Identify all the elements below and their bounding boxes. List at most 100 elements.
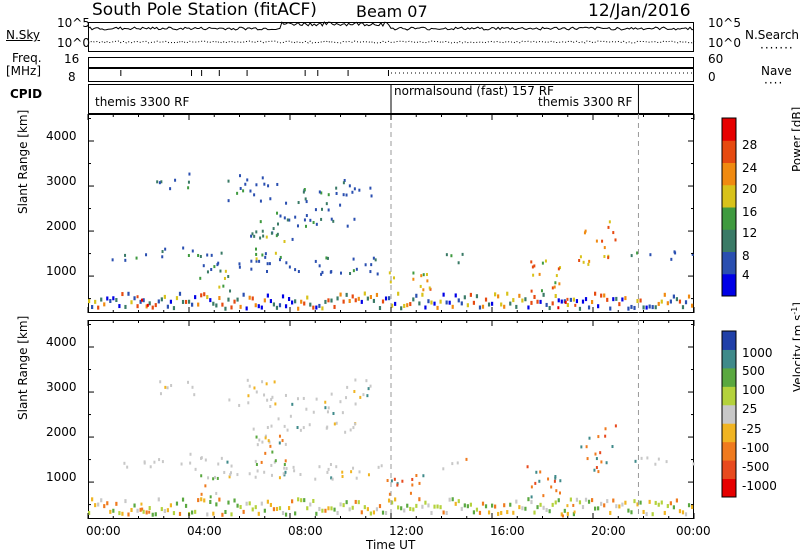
- power-cell: [279, 255, 282, 259]
- velocity-cell: [299, 472, 302, 476]
- velocity-cell: [469, 502, 472, 507]
- velocity-cbtick-500: 500: [742, 364, 765, 378]
- power-cell: [451, 304, 454, 309]
- power-cell: [630, 254, 633, 258]
- power-cell: [312, 220, 315, 224]
- power-cell: [607, 225, 610, 229]
- power-cell: [206, 253, 209, 257]
- power-cell: [557, 267, 560, 271]
- velocity-cell: [166, 508, 169, 513]
- power-cell: [506, 291, 509, 296]
- power-cell: [141, 298, 144, 302]
- velocity-cell: [139, 507, 142, 512]
- velocity-cell: [366, 507, 369, 512]
- velocity-cell: [397, 505, 400, 510]
- power-cell: [475, 294, 479, 299]
- velocity-cell: [297, 497, 300, 502]
- velocity-cell: [248, 472, 251, 476]
- power-cell: [587, 305, 591, 310]
- power-cell: [545, 302, 548, 307]
- power-cell: [294, 268, 297, 272]
- velocity-cell: [312, 498, 315, 503]
- velocity-cell: [690, 505, 694, 510]
- power-cell: [325, 256, 328, 260]
- velocity-cell: [538, 479, 541, 483]
- velocity-cell: [422, 474, 425, 478]
- power-cell: [285, 261, 288, 265]
- power-cell: [490, 301, 494, 306]
- velocity-cell: [593, 468, 596, 472]
- velocity-cell: [618, 504, 621, 509]
- velocity-cell: [247, 401, 250, 405]
- power-cell: [294, 299, 297, 304]
- velocity-cell: [572, 503, 575, 507]
- power-cell: [369, 186, 372, 190]
- velocity-cell: [263, 470, 266, 474]
- velocity-cell: [163, 508, 166, 513]
- power-cell: [219, 269, 222, 273]
- nsearch-dotted-key: ·······: [760, 41, 794, 55]
- velocity-cell: [526, 465, 529, 469]
- velocity-cell: [278, 476, 281, 480]
- velocity-cell: [569, 497, 572, 502]
- power-cell: [112, 296, 115, 301]
- velocity-cell: [271, 395, 274, 399]
- velocity-cell: [512, 510, 515, 515]
- xtick-0: 00:00: [86, 524, 121, 538]
- power-cell: [304, 224, 307, 228]
- velocity-cell: [267, 439, 270, 443]
- velocity-cell: [153, 460, 156, 464]
- power-cell: [364, 263, 367, 267]
- power-cell: [227, 199, 230, 203]
- velocity-colorbar-seg: [722, 331, 736, 350]
- power-cell: [472, 300, 476, 305]
- velocity-cell: [281, 439, 284, 443]
- velocity-cbtick-neg25: -25: [742, 422, 762, 436]
- velocity-cell: [359, 395, 362, 399]
- power-cell: [461, 252, 464, 256]
- power-cell: [139, 299, 142, 304]
- power-cell: [259, 220, 262, 224]
- power-cell: [393, 276, 396, 280]
- velocity-cell: [274, 459, 277, 463]
- power-cell: [253, 234, 256, 238]
- power-cell: [239, 174, 242, 178]
- velocity-cell: [97, 502, 100, 507]
- cpid-segment-2: normalsound (fast) 157 RF: [394, 84, 554, 98]
- velocity-cell: [503, 503, 506, 508]
- velocity-cell: [354, 378, 357, 382]
- velocity-cell: [175, 501, 179, 506]
- velocity-cell: [248, 501, 251, 506]
- power-cell: [346, 224, 349, 228]
- power-cell: [509, 301, 512, 306]
- velocity-cell: [535, 470, 538, 474]
- velocity-cell: [612, 498, 615, 503]
- velocity-cell: [266, 398, 269, 402]
- velocity-cell: [332, 411, 335, 415]
- power-cell: [494, 292, 497, 297]
- power-cell: [551, 286, 554, 290]
- cpid-label: CPID: [10, 87, 43, 101]
- velocity-cell: [324, 406, 327, 410]
- power-cell: [160, 180, 163, 184]
- velocity-cell: [675, 498, 679, 503]
- power-cell: [230, 305, 233, 310]
- power-colorbar-seg: [722, 229, 736, 252]
- velocity-cell: [506, 510, 509, 515]
- power-cell: [270, 231, 273, 235]
- velocity-cell: [308, 423, 311, 427]
- velocity-cell: [124, 499, 127, 504]
- velocity-cell: [561, 514, 564, 518]
- velocity-cell: [327, 467, 330, 471]
- power-cell: [457, 298, 460, 303]
- velocity-cell: [344, 430, 347, 434]
- power-cell: [178, 291, 182, 296]
- velocity-cell: [284, 512, 288, 517]
- velocity-cell: [487, 510, 491, 515]
- power-cell: [124, 253, 127, 257]
- velocity-cell: [349, 428, 352, 432]
- velocity-cell: [269, 405, 272, 409]
- velocity-cell: [121, 511, 124, 516]
- velocity-cell: [223, 470, 226, 474]
- velocity-cell: [346, 385, 349, 389]
